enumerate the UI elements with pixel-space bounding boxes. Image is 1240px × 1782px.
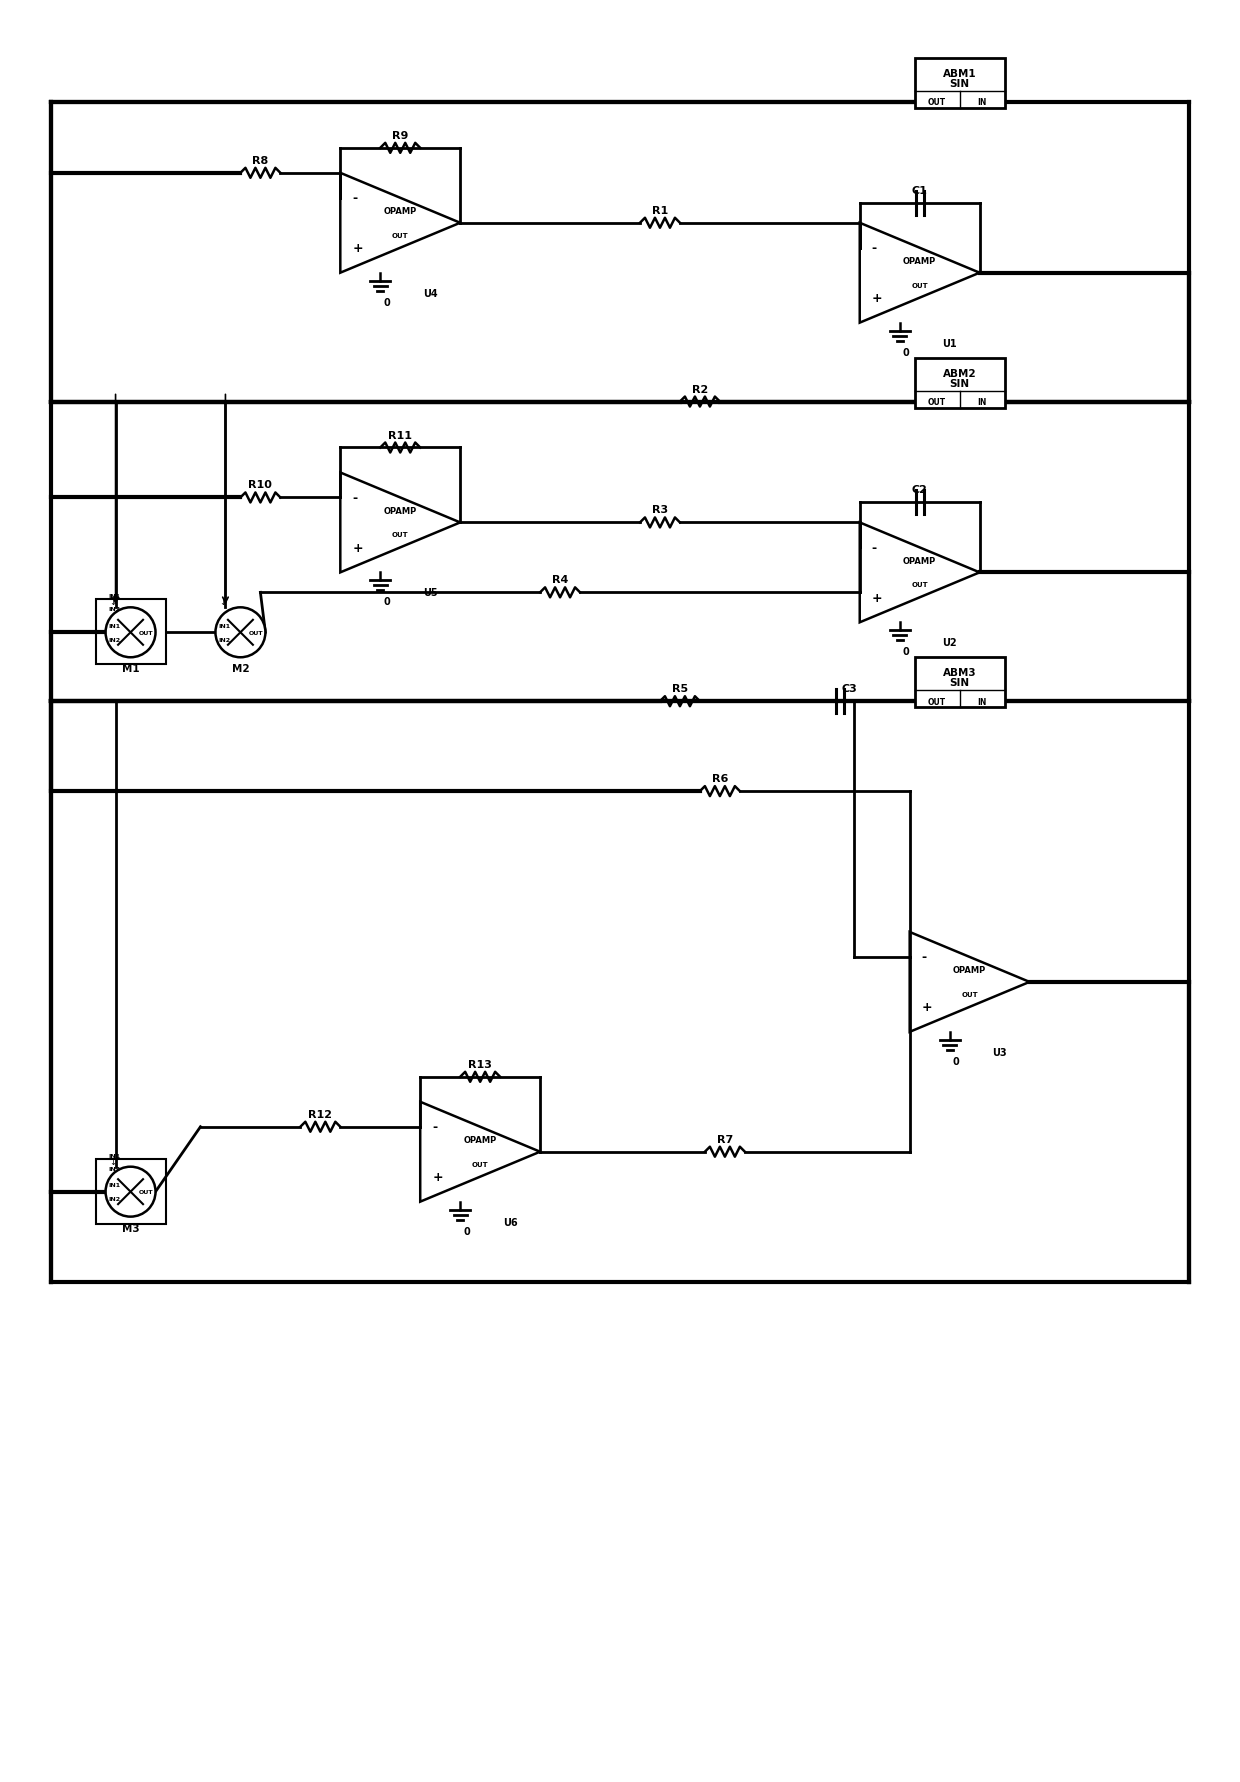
- Text: OUT: OUT: [392, 533, 408, 538]
- Text: OUT: OUT: [961, 991, 978, 998]
- Text: OUT: OUT: [911, 283, 928, 289]
- Text: IN: IN: [977, 98, 987, 107]
- Text: -: -: [921, 952, 926, 964]
- Text: +: +: [872, 592, 883, 604]
- Circle shape: [105, 608, 155, 658]
- Text: OPAMP: OPAMP: [903, 556, 936, 565]
- Text: OUT: OUT: [139, 1190, 154, 1194]
- Text: U1: U1: [942, 339, 957, 349]
- Text: -: -: [352, 492, 357, 504]
- Text: 0: 0: [464, 1226, 470, 1237]
- Bar: [915, 658, 1004, 707]
- Text: IN2: IN2: [109, 638, 120, 643]
- Text: IN2: IN2: [109, 608, 120, 611]
- Text: C1: C1: [911, 185, 928, 196]
- Text: 0: 0: [903, 347, 909, 358]
- Text: R2: R2: [692, 385, 708, 394]
- Text: +: +: [352, 242, 363, 255]
- Text: -: -: [872, 542, 877, 554]
- Text: OPAMP: OPAMP: [383, 506, 417, 515]
- Text: OPAMP: OPAMP: [464, 1135, 497, 1144]
- Bar: [95, 1158, 165, 1224]
- Text: U6: U6: [502, 1217, 517, 1228]
- Text: OUT: OUT: [928, 397, 946, 406]
- Text: R10: R10: [248, 479, 273, 490]
- Text: U2: U2: [942, 638, 957, 649]
- Bar: [915, 358, 1004, 408]
- Text: U4: U4: [423, 289, 438, 299]
- Text: R5: R5: [672, 684, 688, 693]
- Text: ABM2: ABM2: [942, 369, 976, 378]
- Text: OUT: OUT: [249, 631, 263, 636]
- Text: R11: R11: [388, 429, 412, 440]
- Text: U3: U3: [992, 1048, 1007, 1057]
- Text: OUT: OUT: [472, 1162, 489, 1167]
- Text: SIN: SIN: [950, 78, 970, 89]
- Text: M1: M1: [122, 665, 139, 674]
- Text: SIN: SIN: [950, 677, 970, 688]
- Text: IN2: IN2: [109, 1196, 120, 1201]
- Text: ABM1: ABM1: [942, 69, 976, 78]
- Text: IN2: IN2: [218, 638, 231, 643]
- Text: OUT: OUT: [928, 98, 946, 107]
- Text: OUT: OUT: [139, 631, 154, 636]
- Text: ABM3: ABM3: [942, 668, 976, 677]
- Text: R3: R3: [652, 504, 668, 515]
- Text: OPAMP: OPAMP: [954, 966, 986, 975]
- Circle shape: [216, 608, 265, 658]
- Text: R4: R4: [552, 576, 568, 584]
- Text: OUT: OUT: [911, 583, 928, 588]
- Bar: [915, 59, 1004, 109]
- Text: R6: R6: [712, 773, 728, 784]
- Text: OPAMP: OPAMP: [383, 207, 417, 216]
- Circle shape: [105, 1167, 155, 1217]
- Text: IN2: IN2: [109, 1165, 120, 1171]
- Text: OUT: OUT: [392, 233, 408, 239]
- Text: 0: 0: [903, 647, 909, 658]
- Text: 0: 0: [952, 1057, 960, 1066]
- Text: ↓: ↓: [109, 599, 117, 608]
- Text: IN1: IN1: [218, 624, 231, 629]
- Text: -: -: [872, 242, 877, 255]
- Text: C2: C2: [911, 485, 928, 495]
- Text: R7: R7: [717, 1133, 733, 1144]
- Text: R8: R8: [252, 155, 269, 166]
- Text: -: -: [433, 1121, 438, 1133]
- Text: IN: IN: [977, 697, 987, 706]
- Text: IN1: IN1: [109, 593, 120, 599]
- Text: SIN: SIN: [950, 378, 970, 388]
- Text: ↓: ↓: [109, 1157, 117, 1165]
- Text: 0: 0: [383, 597, 391, 608]
- Text: OPAMP: OPAMP: [903, 257, 936, 266]
- Text: IN1: IN1: [109, 624, 120, 629]
- Text: C3: C3: [842, 684, 858, 693]
- Text: R1: R1: [652, 205, 668, 216]
- Text: ↓: ↓: [219, 599, 226, 608]
- Text: 0: 0: [383, 298, 391, 308]
- Text: M2: M2: [232, 665, 249, 674]
- Text: IN1: IN1: [109, 1183, 120, 1187]
- Text: M3: M3: [122, 1222, 139, 1233]
- Text: +: +: [352, 542, 363, 554]
- Text: +: +: [921, 1001, 932, 1014]
- Text: IN1: IN1: [109, 1153, 120, 1158]
- Text: R9: R9: [392, 130, 408, 141]
- Text: OUT: OUT: [928, 697, 946, 706]
- Text: U5: U5: [423, 588, 438, 599]
- Text: IN: IN: [977, 397, 987, 406]
- Text: R12: R12: [309, 1108, 332, 1119]
- Text: +: +: [872, 292, 883, 305]
- Text: R13: R13: [469, 1059, 492, 1069]
- Bar: [95, 601, 165, 665]
- Text: -: -: [352, 192, 357, 205]
- Text: +: +: [433, 1171, 443, 1183]
